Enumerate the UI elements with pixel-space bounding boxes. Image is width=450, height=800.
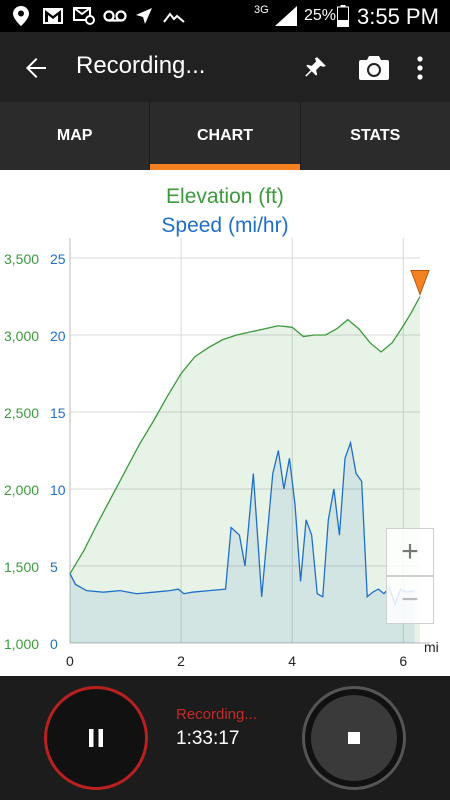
stop-button[interactable]	[302, 686, 406, 790]
elevation-area	[70, 296, 420, 643]
elevation-tick-label: 1,500	[4, 559, 39, 575]
pushpin-icon	[305, 57, 326, 77]
signal-icon	[274, 6, 298, 26]
x-tick-label: 0	[66, 653, 74, 669]
tab-map[interactable]: MAP	[0, 102, 151, 170]
speed-area	[70, 442, 415, 643]
elevation-tick-label: 3,500	[4, 251, 39, 267]
chart-plot: 1,000 01,500 52,000 102,500 153,000 203,500 25…	[4, 238, 439, 669]
status-bar: 3G 25% 3:55 PM	[0, 0, 450, 32]
camera-button[interactable]	[354, 48, 394, 88]
elevation-tick-label: 2,500	[4, 405, 39, 421]
elevation-tick-label: 2,000	[4, 482, 39, 498]
elevation-legend: Elevation (ft)	[166, 185, 284, 208]
page-title: Recording...	[76, 52, 206, 79]
elevation-tick-label: 1,000	[4, 636, 39, 652]
battery-percentage: 25%	[304, 7, 337, 24]
network-type: 3G	[254, 4, 269, 16]
zoom-in-button[interactable]: +	[386, 528, 434, 576]
speed-tick-label: 5	[50, 559, 58, 575]
plus-icon: +	[401, 535, 419, 568]
x-tick-label: 4	[288, 653, 296, 669]
elapsed-time: 1:33:17	[176, 728, 240, 749]
tab-stats[interactable]: STATS	[350, 127, 401, 144]
minus-icon: −	[401, 583, 419, 616]
speed-line	[69, 440, 415, 607]
elevation-line	[69, 296, 421, 575]
recording-status: Recording...	[176, 706, 257, 723]
speed-tick-label: 15	[50, 405, 66, 421]
recording-controls: Recording... 1:33:17	[0, 676, 450, 800]
chart-area[interactable]: Elevation (ft) Speed (mi/hr) 1,000 0 1,500…	[0, 170, 450, 676]
mountain-icon	[162, 6, 186, 26]
speed-tick-label: 10	[50, 482, 66, 498]
x-tick-label: 2	[177, 653, 185, 669]
current-position-icon	[410, 270, 430, 296]
more-vert-icon	[417, 56, 423, 80]
speed-tick-label: 25	[50, 251, 66, 267]
pause-icon	[89, 729, 103, 747]
pin-marker-button[interactable]	[295, 48, 335, 88]
location-pin-icon	[12, 6, 30, 26]
stop-button-face	[311, 695, 397, 781]
speed-legend: Speed (mi/hr)	[161, 214, 289, 237]
tab-chart[interactable]: CHART	[150, 102, 301, 170]
zoom-out-button[interactable]: −	[386, 576, 434, 624]
back-arrow-icon	[26, 58, 46, 78]
navigation-arrow-icon	[134, 6, 154, 26]
x-unit-label: mi	[424, 639, 439, 655]
battery-icon	[336, 5, 350, 27]
stop-icon	[348, 732, 360, 744]
gmail-icon	[42, 6, 64, 26]
back-button[interactable]	[16, 48, 56, 88]
app-bar: Recording...	[0, 32, 450, 102]
tab-bar: MAP CHART STATS	[0, 102, 450, 170]
voicemail-icon	[102, 6, 128, 26]
x-tick-label: 6	[399, 653, 407, 669]
overflow-menu-button[interactable]	[400, 48, 440, 88]
pause-button[interactable]	[44, 686, 148, 790]
clock: 3:55 PM	[357, 4, 439, 29]
speed-tick-label: 0	[50, 636, 58, 652]
camera-icon	[359, 56, 389, 80]
speed-tick-label: 20	[50, 328, 66, 344]
email-icon	[72, 6, 96, 26]
elevation-tick-label: 3,000	[4, 328, 39, 344]
